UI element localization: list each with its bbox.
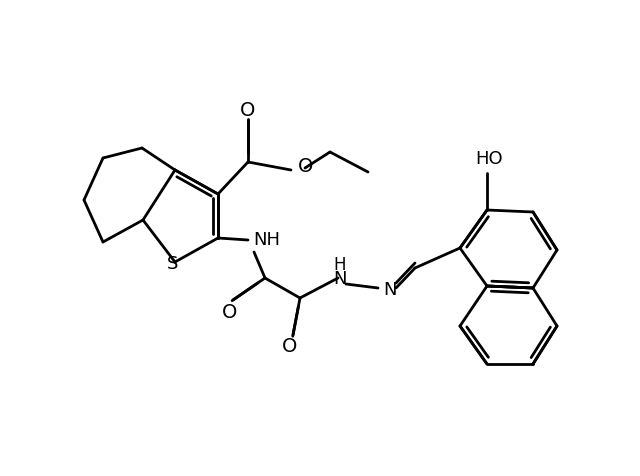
Text: N: N [333,270,347,288]
Text: HO: HO [475,150,503,168]
Text: O: O [222,303,237,321]
Text: O: O [282,337,298,357]
Text: S: S [167,255,179,273]
Text: O: O [298,158,314,177]
Text: N: N [383,281,397,299]
Text: O: O [240,101,256,120]
Text: H: H [333,256,346,274]
Text: NH: NH [253,231,280,249]
